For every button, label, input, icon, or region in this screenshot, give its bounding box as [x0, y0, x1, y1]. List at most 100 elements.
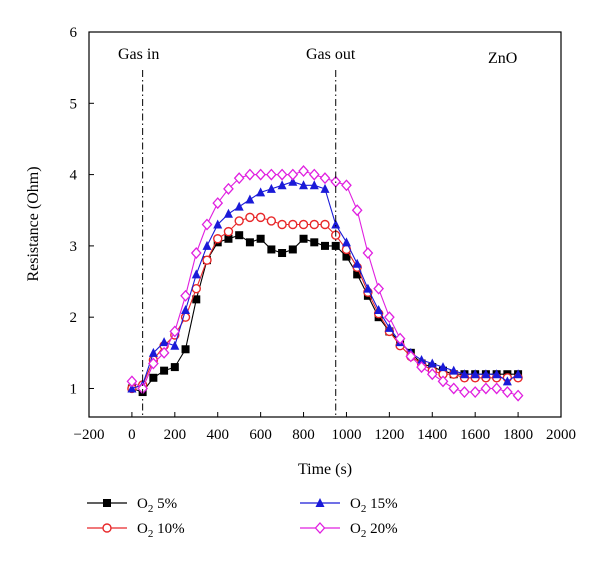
legend-label-suffix: 10%	[153, 521, 184, 537]
data-point	[342, 252, 351, 261]
data-point	[351, 204, 363, 217]
data-point	[470, 369, 480, 379]
x-tick-label: −200	[74, 427, 105, 443]
data-point	[309, 219, 319, 230]
legend: O2 5%O2 10%O2 15%O2 20%	[87, 496, 398, 540]
data-point	[416, 361, 427, 374]
data-point	[202, 240, 212, 250]
x-tick-label: 1400	[417, 427, 447, 443]
legend-label-subscript: 2	[148, 503, 154, 515]
data-point	[373, 282, 385, 295]
data-point	[459, 369, 469, 379]
data-point	[169, 325, 181, 338]
legend-label-main: O	[137, 496, 148, 512]
data-point	[321, 241, 329, 250]
series-layer	[126, 165, 524, 402]
annotation-gas-in: Gas in	[118, 46, 159, 63]
data-point	[299, 234, 308, 243]
data-point	[288, 245, 297, 254]
data-point	[308, 168, 320, 181]
data-point	[245, 238, 254, 247]
y-tick-label: 3	[70, 239, 78, 255]
data-point	[212, 197, 224, 210]
y-axis-ticks: 1 2 3 4 5 6	[70, 25, 94, 397]
data-point	[288, 176, 298, 186]
data-point	[201, 218, 213, 231]
data-point	[103, 499, 111, 507]
legend-label: O2 20%	[350, 521, 398, 540]
data-point	[481, 369, 491, 379]
data-point	[213, 234, 223, 244]
x-tick-label: 400	[206, 427, 229, 443]
data-point	[363, 283, 373, 293]
data-point	[310, 238, 319, 247]
legend-label-subscript: 2	[148, 528, 154, 540]
data-point	[309, 180, 319, 190]
data-point	[147, 357, 159, 370]
data-point	[341, 179, 352, 192]
data-point	[502, 376, 512, 386]
data-point	[298, 219, 309, 230]
data-point	[374, 305, 384, 315]
legend-label-main: O	[350, 496, 361, 512]
annotation-zno: ZnO	[488, 50, 517, 67]
data-point	[159, 337, 169, 347]
x-tick-label: 1200	[374, 427, 404, 443]
data-point	[233, 172, 245, 185]
x-axis-title: Time (s)	[298, 461, 352, 478]
data-point	[234, 216, 244, 226]
x-tick-label: 800	[292, 427, 315, 443]
data-point	[148, 347, 158, 357]
y-axis-title: Resistance (Ohm)	[25, 166, 42, 281]
data-point	[190, 247, 202, 259]
data-point	[224, 234, 233, 243]
data-point	[202, 255, 212, 265]
data-point	[265, 168, 277, 181]
data-point	[234, 201, 244, 211]
x-tick-label: 0	[128, 427, 136, 443]
data-point	[299, 180, 309, 190]
legend-item: O2 15%	[300, 496, 398, 515]
legend-label: O2 15%	[350, 496, 398, 515]
plot-frame	[88, 31, 562, 418]
data-point	[491, 382, 503, 395]
data-point	[245, 194, 255, 204]
data-point	[244, 168, 256, 181]
legend-item: O2 5%	[87, 496, 177, 515]
data-point	[459, 386, 470, 399]
legend-label: O2 5%	[137, 496, 177, 515]
legend-item: O2 10%	[87, 521, 185, 540]
data-point	[213, 219, 223, 229]
y-tick-label: 2	[70, 310, 78, 326]
annotation-gas-out: Gas out	[306, 46, 356, 63]
data-point	[181, 305, 191, 315]
data-point	[256, 234, 265, 243]
legend-label-suffix: 20%	[366, 521, 397, 537]
series	[126, 165, 524, 402]
data-point	[149, 373, 158, 382]
data-point	[223, 226, 234, 237]
data-point	[102, 523, 112, 533]
x-tick-label: 200	[164, 427, 187, 443]
legend-label-suffix: 15%	[366, 496, 397, 512]
x-tick-label: 600	[249, 427, 272, 443]
data-point	[513, 369, 523, 379]
data-point	[255, 212, 266, 223]
data-point	[314, 522, 326, 534]
data-point	[426, 368, 438, 381]
y-tick-label: 4	[70, 168, 78, 184]
data-point	[427, 358, 437, 368]
data-point	[180, 289, 191, 302]
data-point	[170, 363, 179, 372]
legend-label-subscript: 2	[361, 503, 367, 515]
data-point	[417, 354, 427, 364]
data-point	[170, 340, 180, 350]
data-point	[352, 258, 362, 268]
data-point	[383, 311, 395, 324]
data-point	[256, 187, 266, 197]
data-point	[405, 350, 417, 363]
legend-label: O2 10%	[137, 521, 185, 540]
data-point	[277, 219, 287, 230]
series	[127, 176, 523, 393]
